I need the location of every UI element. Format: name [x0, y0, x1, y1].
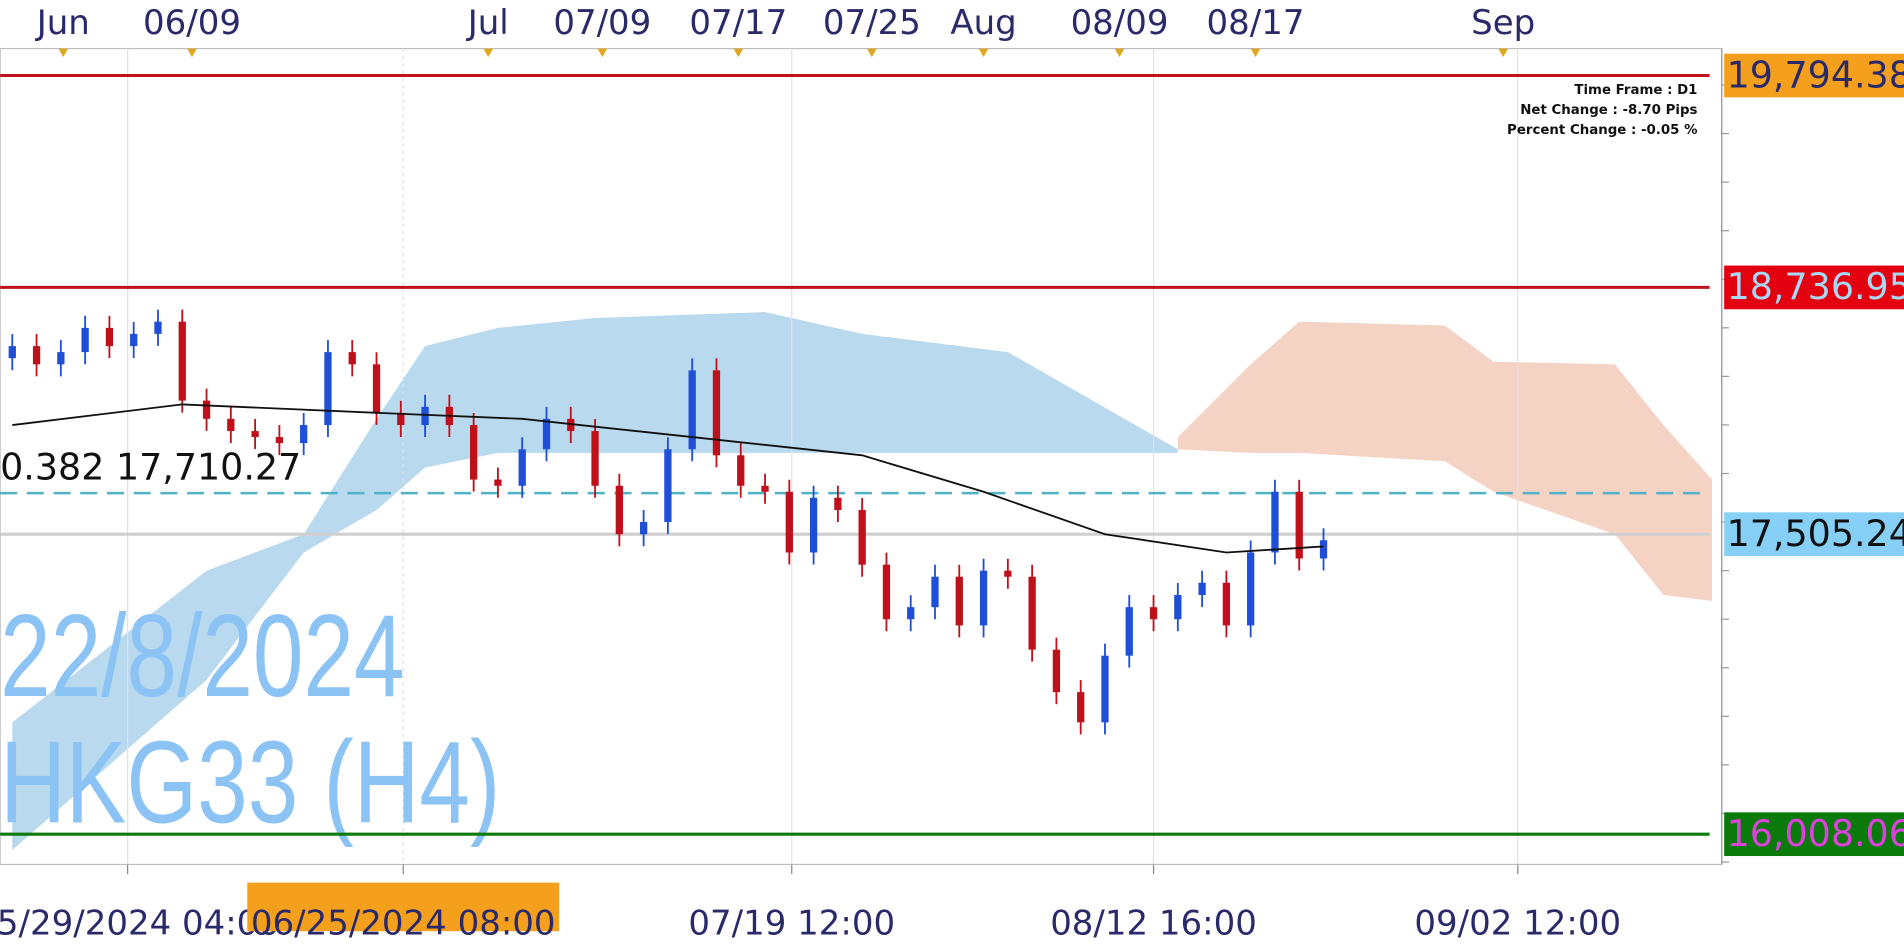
- candle-body: [1198, 582, 1206, 595]
- candle-body: [105, 327, 114, 347]
- candle-body: [785, 491, 793, 553]
- candle-body: [130, 333, 138, 347]
- x-tick: [1498, 48, 1509, 58]
- candle-body: [154, 321, 162, 334]
- info-text: Time Frame : D1: [1574, 83, 1697, 98]
- x-tick: [483, 48, 494, 58]
- moving-average: [12, 403, 1324, 554]
- candle-body: [251, 431, 259, 438]
- x-tick-label: 08/17: [1207, 3, 1305, 43]
- watermark-date: 22/8/2024: [0, 591, 404, 721]
- candle-body: [324, 352, 332, 426]
- candle-body: [518, 449, 526, 486]
- x-tick-label: 09/02 12:00: [1414, 904, 1621, 944]
- candle-body: [1077, 692, 1085, 723]
- level-label-box: [1724, 265, 1904, 310]
- x-tick: [1114, 48, 1125, 58]
- ichimoku-cloud: [12, 312, 1178, 851]
- candle-body: [1028, 576, 1036, 650]
- x-tick-label: 06/25/2024 08:00: [251, 904, 556, 944]
- candle-body: [227, 418, 235, 432]
- candle-body: [834, 497, 842, 510]
- x-tick-label: 07/17: [689, 3, 787, 43]
- level-label: 17,505.24: [1727, 512, 1904, 555]
- candle-body: [858, 509, 866, 565]
- level-label-box: [1724, 812, 1904, 857]
- candle-body: [300, 425, 308, 444]
- level-label: 16,008.06: [1727, 812, 1904, 855]
- x-tick-label: 07/09: [553, 3, 651, 43]
- level-label-box: [1724, 512, 1904, 557]
- x-tick-label: Aug: [950, 3, 1016, 43]
- info-text: Percent Change : -0.05 %: [1507, 123, 1697, 138]
- candle-body: [178, 321, 186, 401]
- candle-body: [57, 352, 65, 365]
- candle-body: [1149, 607, 1158, 620]
- x-tick: [867, 48, 877, 58]
- candle-body: [809, 497, 818, 553]
- x-tick-label: 05/29/2024 04:00: [0, 904, 280, 944]
- x-tick: [187, 48, 197, 58]
- candle-body: [591, 431, 599, 486]
- x-tick-label: 08/09: [1071, 3, 1169, 43]
- candle-body: [907, 607, 915, 620]
- highlight-box: [247, 882, 560, 932]
- candle-body: [712, 370, 721, 456]
- candle-body: [542, 418, 551, 450]
- x-tick: [733, 48, 744, 58]
- candle-body: [275, 437, 284, 444]
- candle-body: [979, 570, 988, 626]
- candle-body: [615, 485, 623, 535]
- x-tick: [978, 48, 989, 58]
- candle-body: [1319, 540, 1328, 559]
- candle-body: [1174, 594, 1182, 620]
- x-tick-label: 07/25: [823, 3, 921, 43]
- candle-body: [1222, 582, 1231, 626]
- candle-body: [1125, 607, 1133, 656]
- candle-body: [372, 364, 381, 413]
- candle-body: [761, 485, 769, 492]
- candle-body: [1247, 552, 1255, 626]
- candle-body: [882, 564, 891, 620]
- watermark-symbol: HKG33 (H4): [0, 718, 500, 848]
- watermark: 22/8/2024 HKG33 (H4): [0, 591, 500, 848]
- candle-body: [1052, 649, 1061, 693]
- x-tick: [58, 48, 69, 58]
- x-tick-label: Jul: [466, 3, 509, 43]
- x-tick-label: 07/19 12:00: [688, 904, 895, 944]
- candle-body: [1271, 491, 1279, 553]
- x-tick-label: Sep: [1471, 3, 1535, 43]
- x-tick-label: Jun: [35, 3, 90, 43]
- x-tick-label: 08/12 16:00: [1050, 904, 1257, 944]
- candle-body: [1295, 491, 1303, 559]
- level-label: 18,736.95: [1727, 265, 1904, 308]
- candle-body: [737, 455, 745, 486]
- fib-label: 0.382 17,710.27: [0, 445, 301, 488]
- candle-body: [421, 406, 429, 426]
- candle-body: [8, 346, 16, 359]
- level-label: 19,794.38: [1727, 53, 1904, 96]
- candle-body: [1004, 570, 1012, 577]
- candle-body: [931, 576, 939, 608]
- candle-body: [470, 425, 478, 480]
- candle-body: [639, 522, 648, 535]
- candle-body: [202, 400, 211, 419]
- candle-body: [32, 346, 41, 365]
- candle-body: [348, 352, 356, 365]
- candle-body: [688, 370, 696, 450]
- x-tick-label: 06/09: [143, 3, 241, 43]
- candle-body: [955, 576, 963, 626]
- x-tick: [1250, 48, 1261, 58]
- candle-body: [81, 327, 89, 353]
- candle-body: [494, 479, 502, 486]
- x-tick: [597, 48, 608, 58]
- candle-body: [397, 412, 405, 426]
- info-text: Net Change : -8.70 Pips: [1520, 103, 1697, 118]
- candle-body: [1101, 655, 1109, 723]
- candle-body: [664, 449, 672, 523]
- level-label-box: [1724, 53, 1904, 98]
